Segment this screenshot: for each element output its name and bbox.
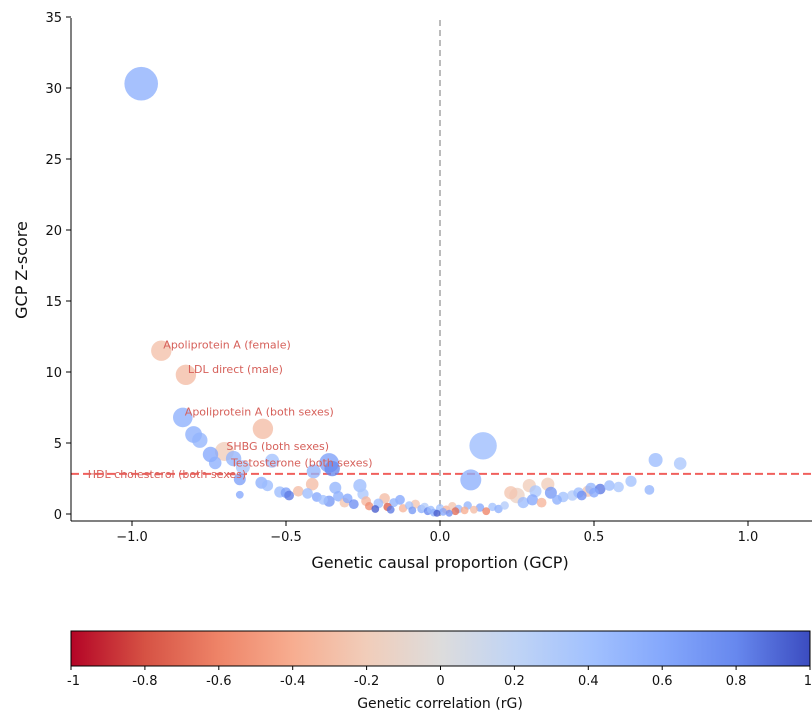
- data-point: [173, 407, 193, 428]
- colorbar-gradient: [70, 630, 811, 667]
- y-axis-ticks: 0 5 10 15 20 25 30 35: [45, 11, 71, 523]
- trait-annotation: SHBG (both sexes): [226, 440, 329, 453]
- data-point: [625, 475, 637, 487]
- data-point: [124, 66, 158, 101]
- colorbar: -1 -0.8 -0.6 -0.4 -0.2 0 0.2 0.4 0.6 0.8 1 Genetic…: [67, 630, 812, 712]
- trait-annotation: Testosterone (both sexes): [230, 457, 373, 470]
- colorbar-tick-label: 1: [804, 674, 812, 689]
- data-point: [151, 340, 172, 361]
- data-point: [302, 488, 313, 499]
- axes: [70, 18, 812, 522]
- data-point: [235, 490, 244, 499]
- data-point: [371, 505, 380, 513]
- data-point: [252, 418, 274, 439]
- x-tick-label: −1.0: [116, 530, 148, 545]
- y-tick-label: 30: [45, 82, 62, 97]
- data-point: [504, 486, 518, 500]
- data-point: [536, 497, 547, 508]
- data-point: [389, 498, 399, 508]
- x-axis-ticks: −1.0 −0.5 0.0 0.5 1.0: [116, 521, 758, 545]
- data-point: [318, 494, 328, 505]
- data-point: [261, 480, 274, 492]
- data-point: [494, 504, 503, 514]
- data-point: [482, 507, 491, 516]
- colorbar-tick-label: -1: [67, 674, 80, 689]
- y-tick-label: 5: [54, 437, 62, 452]
- y-axis-label: GCP Z-score: [12, 221, 31, 319]
- y-tick-label: 10: [45, 366, 62, 381]
- x-axis-label: Genetic causal proportion (GCP): [311, 553, 568, 572]
- reference-lines: [71, 20, 812, 521]
- y-tick-label: 20: [45, 224, 62, 239]
- data-point: [433, 509, 441, 517]
- data-point: [293, 486, 304, 497]
- data-point: [333, 491, 344, 502]
- colorbar-tick-label: 0: [436, 674, 444, 689]
- data-point: [342, 493, 353, 504]
- data-point: [613, 481, 624, 493]
- data-point: [386, 505, 395, 514]
- data-point: [589, 487, 599, 498]
- trait-annotation: Apoliprotein A (both sexes): [185, 405, 334, 418]
- x-tick-label: 1.0: [738, 530, 759, 545]
- colorbar-tick-label: -0.8: [132, 674, 157, 689]
- trait-annotations: Apoliprotein A (female) LDL direct (male)…: [88, 339, 373, 481]
- data-point: [233, 473, 246, 486]
- y-tick-label: 35: [45, 11, 62, 26]
- data-point: [526, 494, 539, 506]
- data-point: [365, 502, 374, 511]
- data-point: [265, 453, 280, 468]
- data-point: [175, 364, 197, 385]
- data-point: [460, 506, 469, 515]
- data-point: [284, 490, 294, 501]
- data-point: [445, 509, 453, 517]
- colorbar-tick-label: 0.2: [504, 674, 525, 689]
- data-point: [673, 457, 687, 470]
- x-tick-label: 0.5: [584, 530, 605, 545]
- y-tick-label: 0: [54, 508, 62, 523]
- data-point: [469, 432, 497, 460]
- data-point: [208, 456, 222, 470]
- data-point: [544, 486, 557, 499]
- data-point: [324, 460, 340, 477]
- data-point: [225, 450, 242, 467]
- x-tick-label: 0.0: [430, 530, 451, 545]
- data-point: [576, 490, 587, 501]
- data-point: [408, 506, 417, 515]
- colorbar-tick-label: -0.6: [206, 674, 231, 689]
- data-point: [552, 494, 562, 505]
- colorbar-tick-label: -0.2: [354, 674, 379, 689]
- colorbar-ticks: -1 -0.8 -0.6 -0.4 -0.2 0 0.2 0.4 0.6 0.8 1: [67, 666, 812, 689]
- gcp-scatter-chart: Apoliprotein A (female) LDL direct (male)…: [12, 11, 812, 572]
- data-point: [439, 508, 447, 516]
- data-point: [475, 503, 485, 512]
- colorbar-label: Genetic correlation (rG): [357, 696, 523, 712]
- data-point: [192, 432, 208, 448]
- data-point: [648, 453, 663, 467]
- data-point: [348, 499, 359, 509]
- data-point: [500, 501, 509, 510]
- colorbar-tick-label: 0.6: [652, 674, 673, 689]
- trait-annotation: LDL direct (male): [188, 363, 283, 376]
- data-point: [460, 469, 482, 491]
- data-point: [305, 477, 319, 491]
- data-point: [470, 505, 478, 514]
- scatter-points: [124, 66, 687, 517]
- colorbar-tick-label: -0.4: [280, 674, 305, 689]
- colorbar-tick-label: 0.4: [578, 674, 599, 689]
- data-point: [644, 485, 655, 495]
- data-point: [517, 497, 529, 509]
- data-point: [235, 460, 250, 475]
- y-tick-label: 15: [45, 295, 62, 310]
- trait-annotation: HDL cholesterol (both sexes): [88, 468, 246, 481]
- trait-annotation: Apoliprotein A (female): [163, 339, 290, 352]
- data-point: [329, 481, 342, 494]
- data-point: [451, 507, 460, 516]
- colorbar-tick-label: 0.8: [726, 674, 747, 689]
- data-point: [604, 480, 615, 491]
- data-point: [306, 464, 321, 479]
- y-tick-label: 25: [45, 153, 62, 168]
- x-tick-label: −0.5: [270, 530, 302, 545]
